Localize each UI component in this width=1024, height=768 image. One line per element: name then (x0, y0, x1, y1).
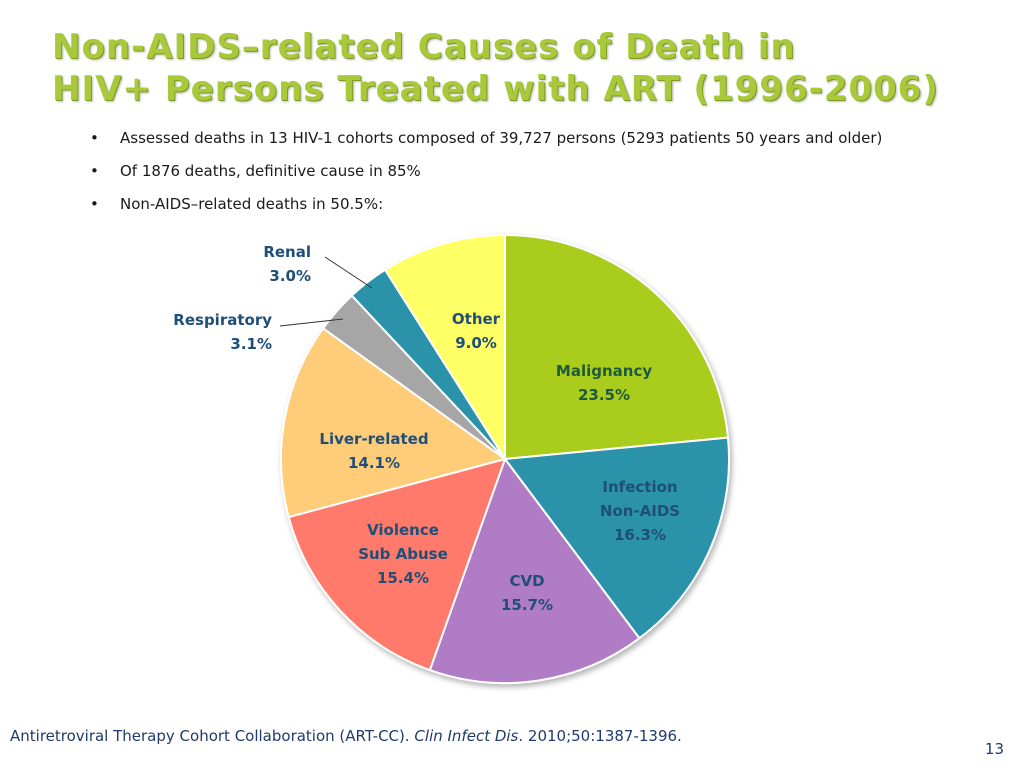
pie-slice-infection-non-aids (504, 436, 730, 640)
slice-label-line: 9.0% (455, 334, 497, 352)
pie-slice-liver-related (280, 327, 506, 519)
slice-label-line: Malignancy (556, 362, 652, 380)
slice-label-violence-sub-abuse: Violence Sub Abuse 15.4% (358, 521, 448, 587)
slice-label-line: 14.1% (348, 454, 400, 472)
title-line-1: Non-AIDS–related Causes of Death in (52, 27, 796, 67)
slice-label-malignancy: Malignancy 23.5% (556, 362, 652, 404)
pie-slice-other (384, 234, 506, 460)
slice-label-line: Liver-related (319, 430, 428, 448)
slice-label-line: 15.7% (501, 596, 553, 614)
bullet-text: Of 1876 deaths, definitive cause in 85% (120, 162, 421, 180)
footer-text: Antiretroviral Therapy Cohort Collaborat… (10, 727, 415, 745)
slice-label-line: 15.4% (377, 569, 429, 587)
bullet-dot: • (90, 162, 99, 180)
slice-label-respiratory: Respiratory 3.1% (173, 311, 272, 353)
bullet-dot: • (90, 129, 99, 147)
page-number: 13 (984, 740, 1004, 758)
pie-labels: Malignancy 23.5% Infection Non-AIDS 16.3% CVD… (173, 243, 680, 614)
bullet-text: Non-AIDS–related deaths in 50.5%: (120, 195, 384, 213)
slice-label-cvd: CVD 15.7% (501, 572, 553, 614)
pie-slices (280, 234, 730, 684)
slice-label-line: Sub Abuse (358, 545, 448, 563)
slice-label-line: Other (452, 310, 501, 328)
slice-label-line: 3.0% (269, 267, 311, 285)
slice-label-other: Other 9.0% (452, 310, 501, 352)
slice-label-line: 16.3% (614, 526, 666, 544)
slice-label-line: Respiratory (173, 311, 272, 329)
pie-slice-malignancy (504, 234, 729, 460)
slice-label-liver-related: Liver-related 14.1% (319, 430, 428, 472)
bullet-list: • Assessed deaths in 13 HIV-1 cohorts co… (90, 126, 882, 225)
footer-citation-details: . 2010;50:1387-1396. (518, 727, 682, 745)
bullet-item: • Of 1876 deaths, definitive cause in 85… (90, 159, 882, 192)
slice-label-line: Renal (263, 243, 311, 261)
slice-label-renal: Renal 3.0% (263, 243, 311, 285)
slice-label-line: 3.1% (230, 335, 272, 353)
footer-citation: Antiretroviral Therapy Cohort Collaborat… (10, 727, 682, 745)
slide-title: Non-AIDS–related Causes of Death in HIV+… (52, 26, 939, 110)
bullet-dot: • (90, 195, 99, 213)
slice-label-line: Non-AIDS (600, 502, 680, 520)
slice-label-infection-non-aids: Infection Non-AIDS 16.3% (600, 478, 680, 544)
pie-slice-violence-sub-abuse (287, 458, 506, 672)
leader-line (279, 318, 344, 327)
slice-label-line: Infection (602, 478, 677, 496)
bullet-text: Assessed deaths in 13 HIV-1 cohorts comp… (120, 129, 883, 147)
bullet-item: • Non-AIDS–related deaths in 50.5%: (90, 192, 882, 225)
footer-journal: Clin Infect Dis (414, 727, 519, 745)
pie-slice-cvd (428, 458, 641, 684)
title-line-2: HIV+ Persons Treated with ART (1996-2006… (52, 69, 939, 109)
slice-label-line: Violence (367, 521, 439, 539)
bullet-item: • Assessed deaths in 13 HIV-1 cohorts co… (90, 126, 882, 159)
slice-label-line: CVD (509, 572, 544, 590)
leader-line (324, 256, 373, 289)
pie-leader-lines (279, 256, 373, 327)
slice-label-line: 23.5% (578, 386, 630, 404)
